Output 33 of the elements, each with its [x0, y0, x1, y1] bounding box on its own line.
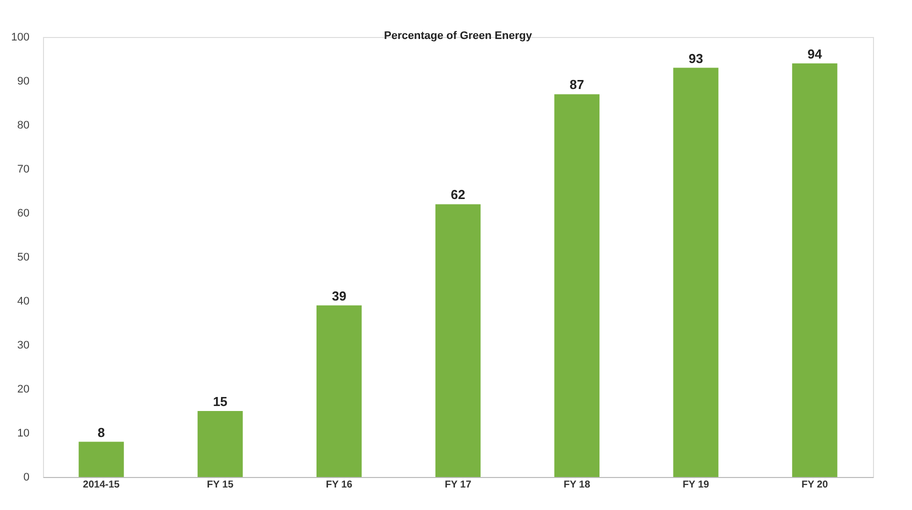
bar — [78, 442, 124, 477]
x-tick-label: FY 19 — [682, 480, 710, 490]
x-tick-label: 2014-15 — [82, 480, 120, 490]
bar — [673, 68, 718, 477]
data-label: 8 — [98, 424, 105, 440]
y-tick-label: 0 — [23, 472, 30, 484]
x-tick-label: FY 16 — [326, 480, 353, 490]
data-label: 93 — [688, 50, 704, 66]
data-label: 87 — [570, 77, 584, 92]
y-tick-label: 50 — [17, 252, 30, 264]
bar — [198, 411, 243, 477]
bar — [554, 94, 600, 477]
x-tick-label: FY 15 — [206, 480, 234, 490]
x-tick-label: FY 20 — [801, 480, 828, 490]
y-tick-label: 100 — [11, 32, 30, 44]
data-label: 62 — [450, 187, 466, 202]
y-tick-label: 40 — [17, 296, 30, 308]
y-tick-label: 10 — [17, 428, 30, 440]
data-label: 94 — [808, 46, 823, 62]
bar — [435, 204, 481, 477]
x-tick-label: FY 17 — [444, 480, 472, 490]
x-tick-label: FY 18 — [564, 480, 591, 490]
data-label: 15 — [212, 394, 228, 409]
y-tick-label: 30 — [17, 340, 30, 352]
y-tick-label: 70 — [17, 164, 30, 176]
y-tick-label: 60 — [17, 208, 30, 220]
y-tick-label: 80 — [17, 120, 30, 132]
y-tick-label: 20 — [17, 384, 30, 396]
chart-title: Percentage of Green Energy — [384, 30, 533, 42]
data-label: 39 — [332, 288, 346, 304]
bar — [792, 63, 838, 477]
bar — [316, 305, 362, 477]
y-tick-label: 90 — [17, 76, 30, 88]
